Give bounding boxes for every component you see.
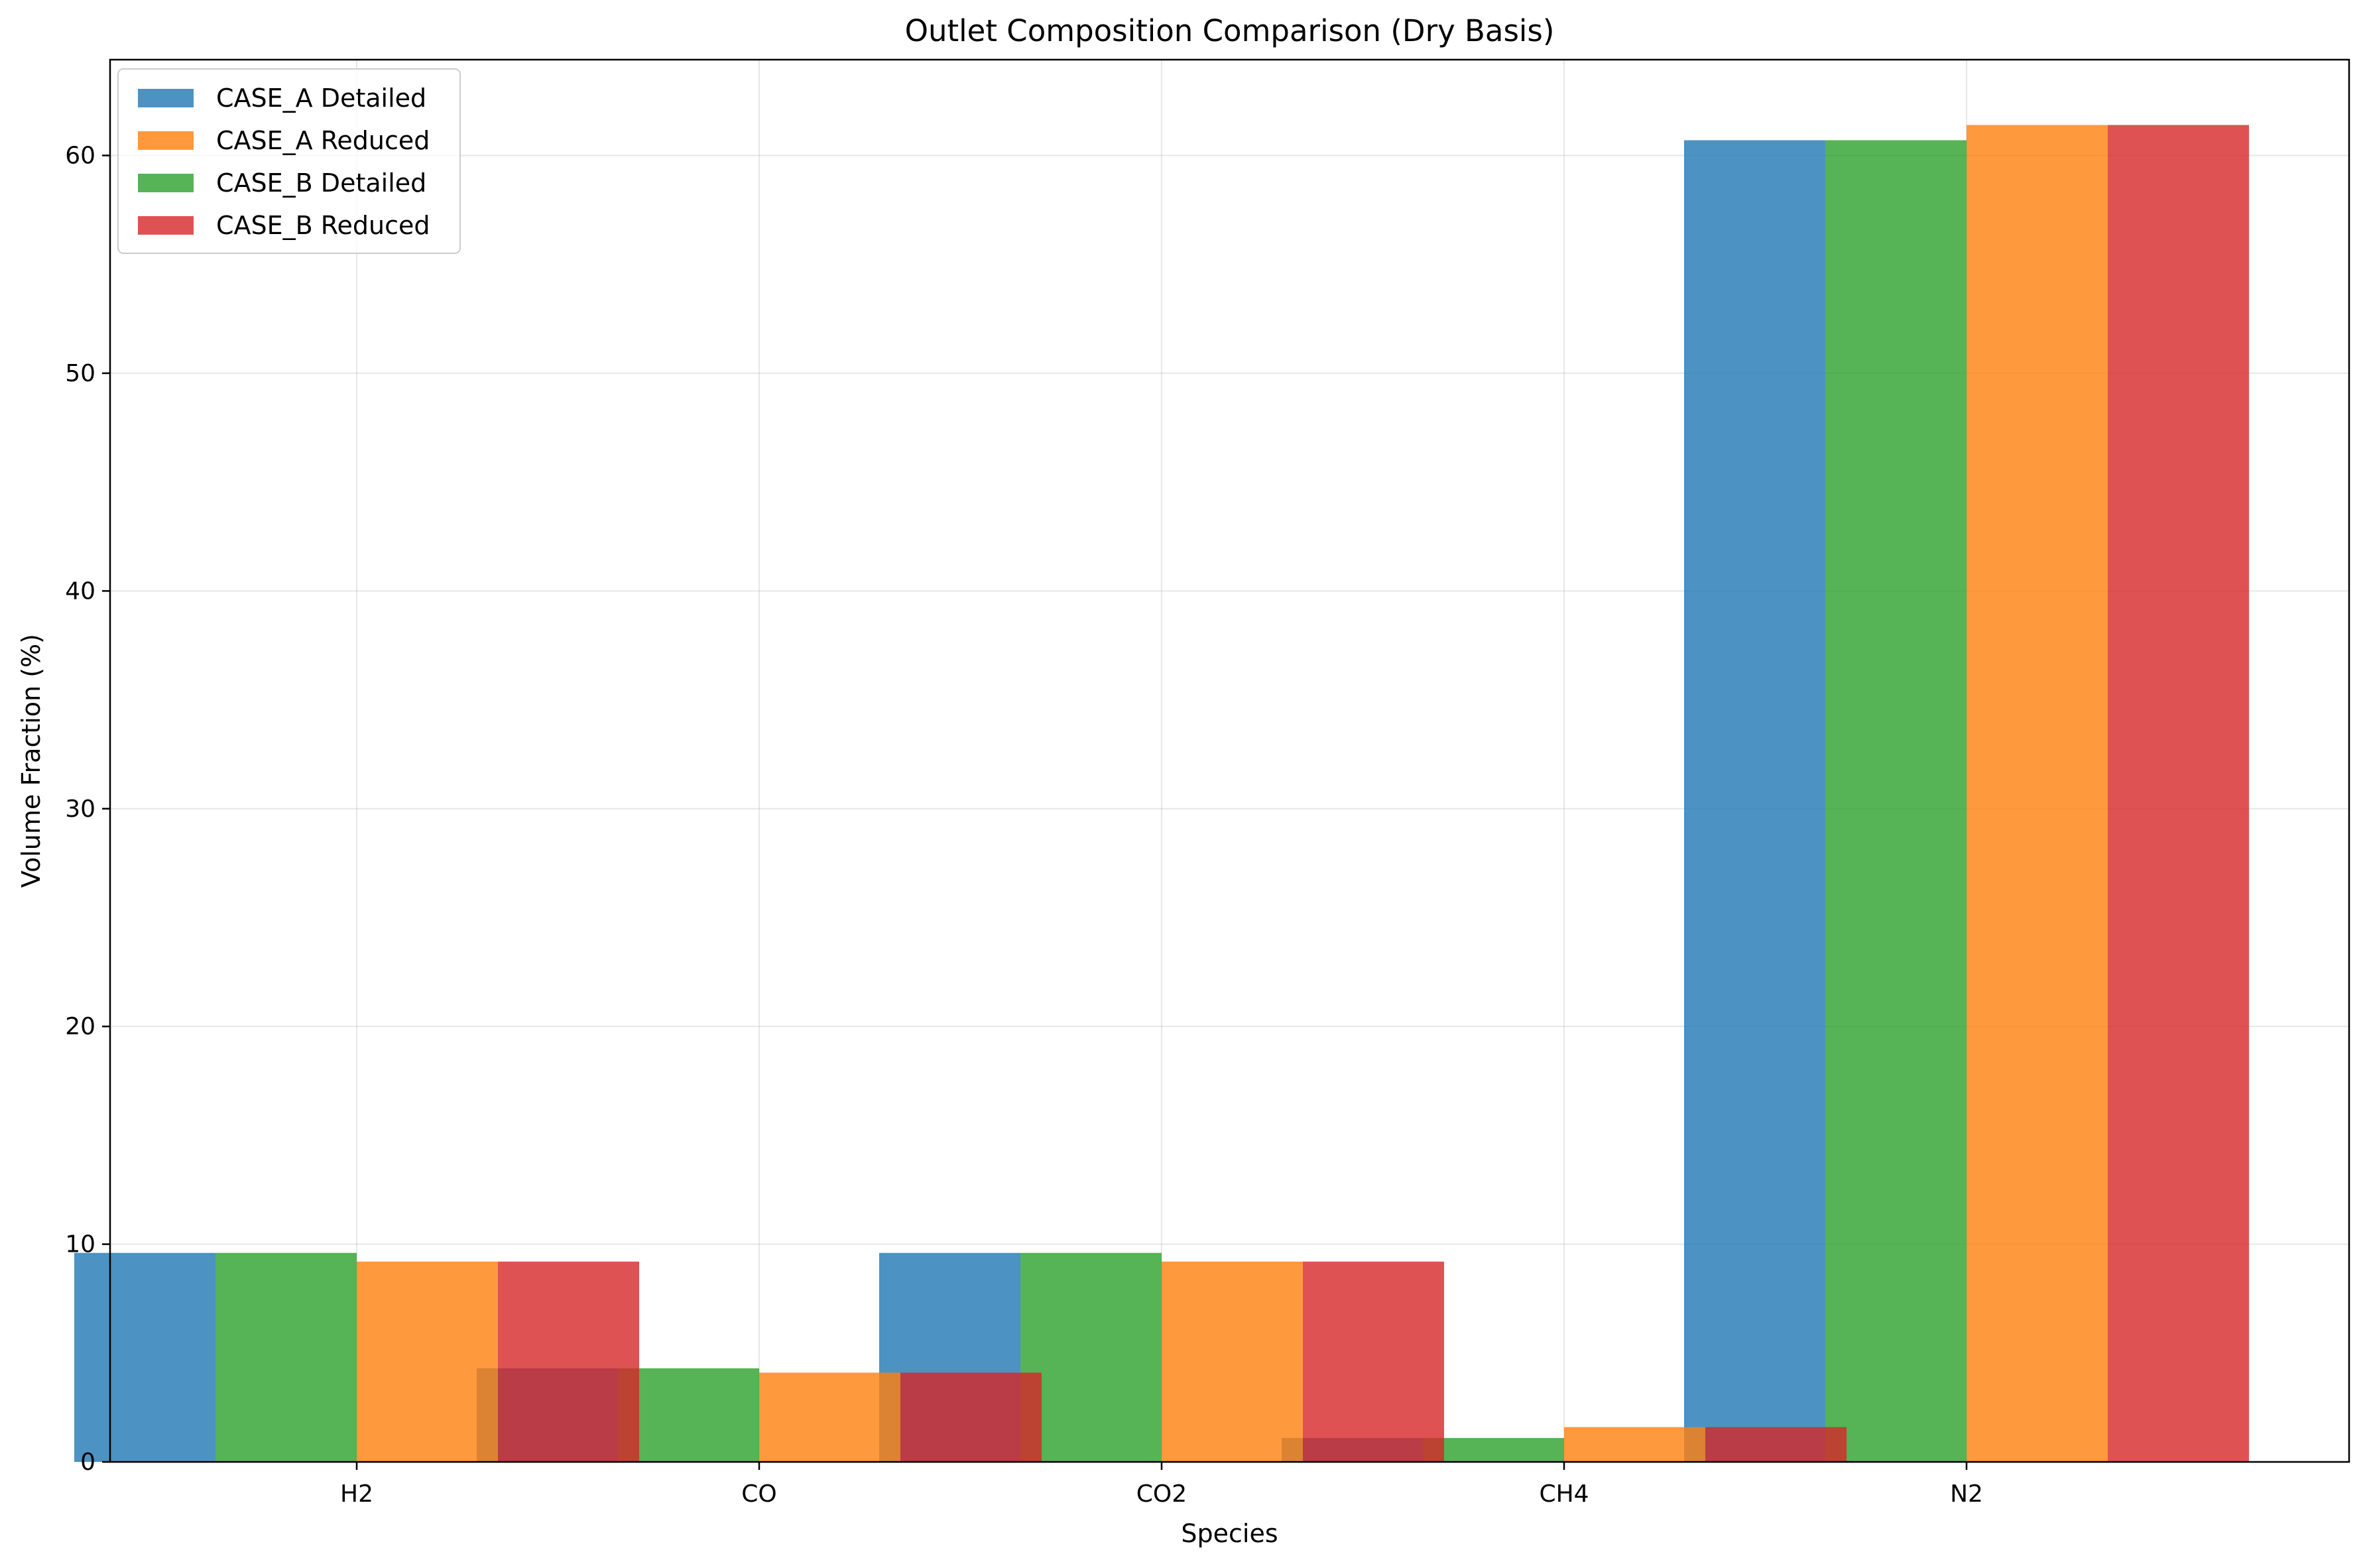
x-tick-label: N2 — [1950, 1480, 1983, 1508]
bar — [498, 1261, 639, 1462]
chart-title: Outlet Composition Comparison (Dry Basis… — [905, 13, 1555, 48]
bars — [74, 125, 2249, 1463]
bar — [900, 1372, 1042, 1462]
legend: CASE_A Detailed CASE_A Reduced CASE_B Deta… — [117, 68, 461, 254]
bar — [1967, 125, 2108, 1462]
y-tick-label: 50 — [65, 360, 95, 387]
bar — [74, 1252, 215, 1462]
x-axis-label: Species — [1181, 1519, 1278, 1548]
y-tick-label: 10 — [65, 1231, 95, 1258]
y-tick-label: 40 — [65, 577, 95, 605]
legend-swatch — [138, 216, 194, 235]
legend-box — [117, 68, 461, 254]
bar — [1684, 140, 1825, 1463]
bar — [1705, 1427, 1847, 1462]
y-tick-label: 60 — [65, 143, 95, 170]
bar — [357, 1261, 498, 1462]
bar — [1423, 1437, 1564, 1462]
plot-frame — [109, 58, 2350, 1463]
bar — [1162, 1261, 1303, 1462]
y-tick-label: 30 — [65, 796, 95, 823]
bar — [215, 1252, 357, 1462]
legend-label: CASE_B Detailed — [216, 168, 426, 198]
legend-label: CASE_B Reduced — [216, 211, 430, 240]
x-tick-label: CO — [741, 1480, 776, 1508]
bar — [618, 1368, 759, 1462]
x-tick-label: CH4 — [1539, 1480, 1589, 1508]
legend-label: CASE_A Detailed — [216, 84, 426, 113]
bar — [1303, 1261, 1444, 1462]
x-tick-label: CO2 — [1136, 1480, 1187, 1508]
ticks: 0 10 20 30 40 50 60 H2 CO CO2 CH4 N2 — [65, 143, 1983, 1508]
bar — [759, 1372, 900, 1462]
x-tick-label: H2 — [340, 1480, 373, 1508]
y-tick-label: 0 — [80, 1449, 95, 1476]
y-axis-label: Volume Fraction (%) — [17, 634, 46, 888]
legend-label: CASE_A Reduced — [216, 126, 430, 155]
y-tick-label: 20 — [65, 1013, 95, 1040]
bar — [1825, 140, 1967, 1463]
legend-swatch — [138, 89, 194, 107]
bar — [1020, 1252, 1162, 1462]
bar — [2108, 125, 2249, 1462]
legend-swatch — [138, 131, 194, 150]
legend-swatch — [138, 174, 194, 192]
bar — [1564, 1427, 1705, 1462]
